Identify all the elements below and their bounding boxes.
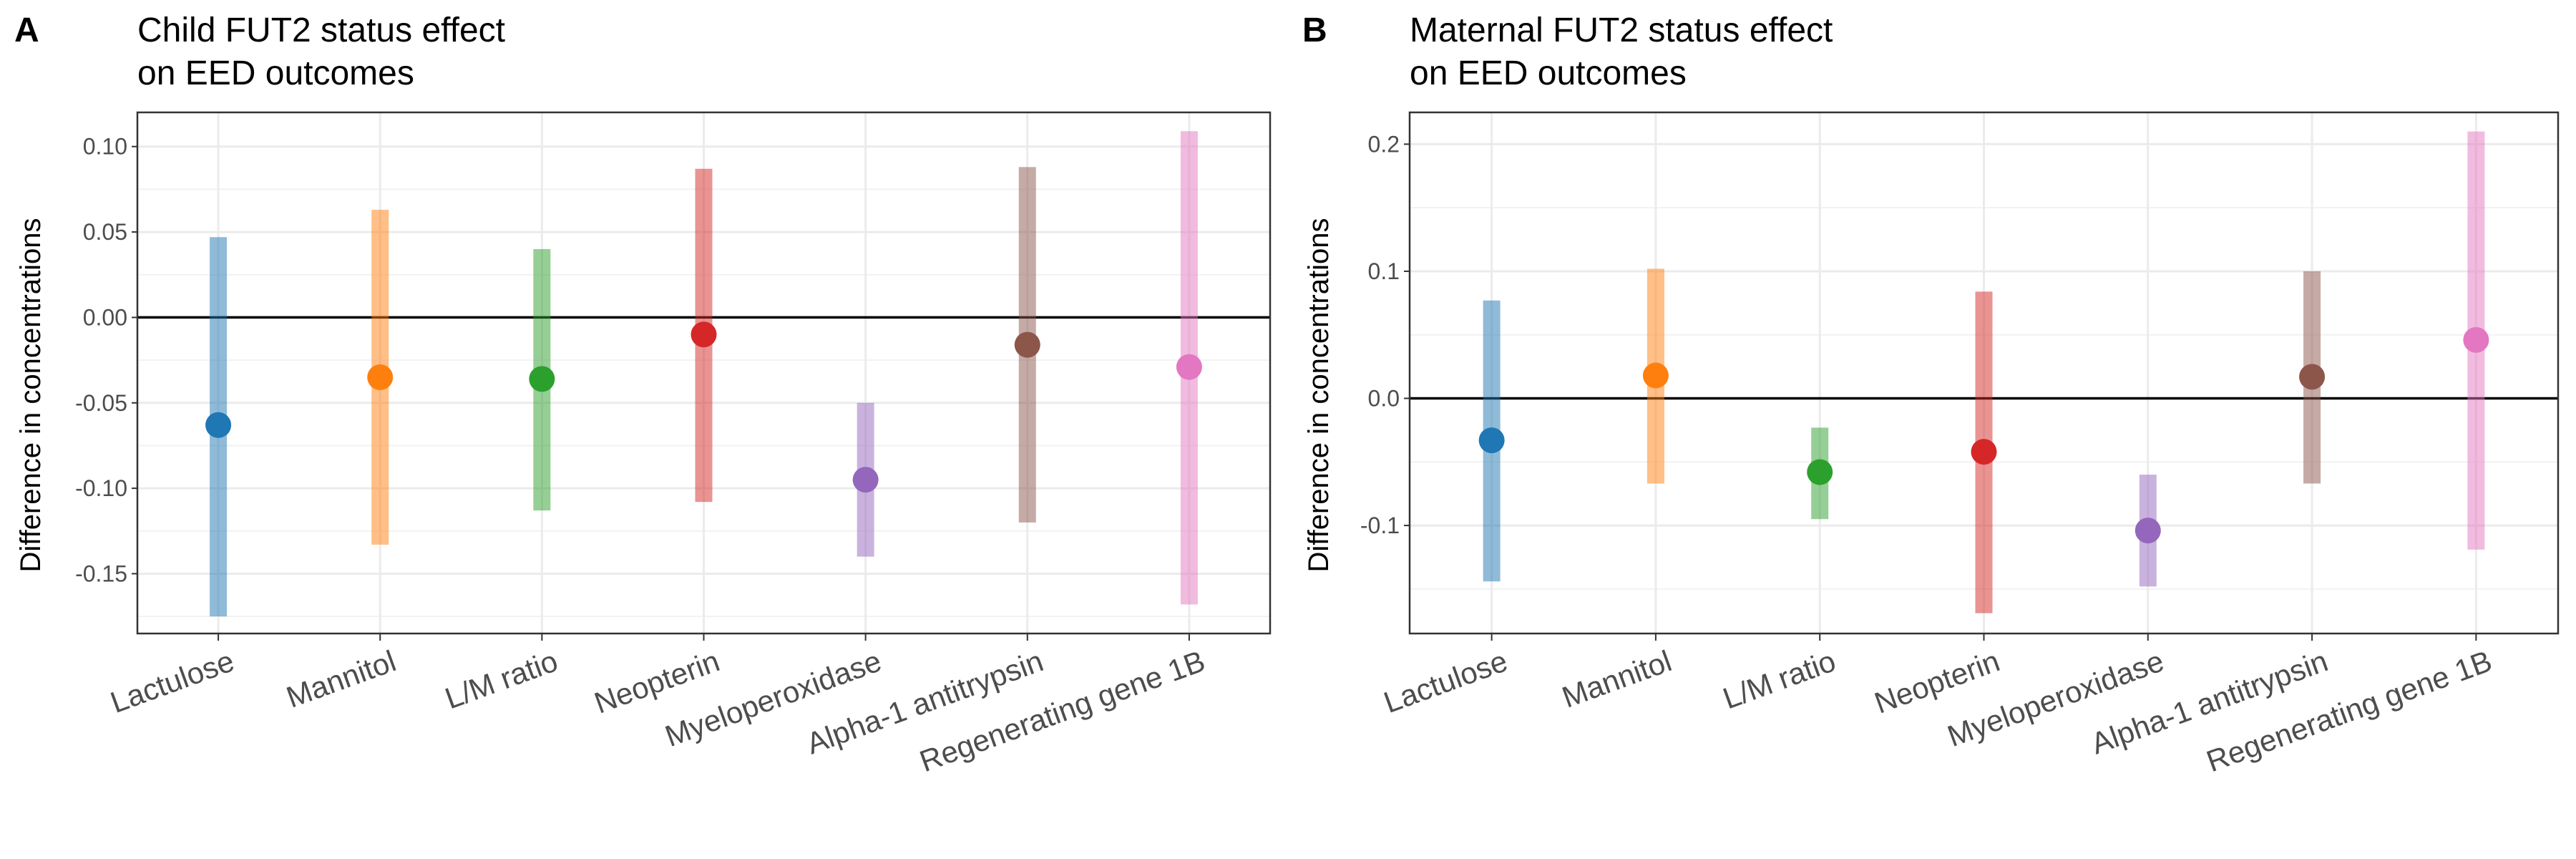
panel-a-estimate-point-2 [367,364,394,390]
panel-b-label: B [1302,11,1327,49]
panel-a-estimate-point-7 [1176,354,1202,380]
panel-a-estimate-point-3 [529,366,555,392]
panel-a-estimate-point-6 [1014,331,1040,358]
panel-a-y-tick-label: -0.15 [75,560,127,586]
panel-a-title-line-2: on EED outcomes [137,54,414,92]
panel-b-estimate-point-2 [1642,362,1669,389]
panel-a-y-tick-label: 0.10 [83,134,127,160]
panel-a-estimate-point-4 [691,321,717,348]
panel-b-estimate-point-3 [1807,459,1833,485]
panel-a-y-tick-label: 0.05 [83,219,127,245]
panel-a-y-tick-label: -0.10 [75,475,127,501]
panel-a-estimate-point-1 [205,412,232,438]
panel-b-estimate-point-1 [1478,427,1505,454]
panel-b-y-tick-label: 0.1 [1368,258,1400,284]
panel-b-estimate-point-4 [1971,439,1997,465]
panel-a-y-tick-label: 0.00 [83,304,127,330]
panel-b-y-tick-label: 0.2 [1368,131,1400,157]
panel-a-title-line-1: Child FUT2 status effect [137,11,505,49]
panel-b-estimate-point-6 [2299,364,2326,390]
panel-a-estimate-point-5 [852,467,879,493]
panel-a-y-tick-label: -0.05 [75,390,127,416]
panel-b-title-line-2: on EED outcomes [1410,54,1687,92]
panel-a-label: A [14,11,39,49]
panel-b-y-axis-title: Difference in concentrations [1303,218,1335,572]
panel-b-y-tick-label: 0.0 [1368,386,1400,412]
panel-b-title-line-1: Maternal FUT2 status effect [1410,11,1833,49]
panel-b-estimate-point-5 [2135,518,2161,544]
panel-b-estimate-point-7 [2463,326,2489,353]
panel-a-y-axis-title: Difference in concentrations [15,218,47,572]
panel-b-y-tick-label: -0.1 [1360,513,1400,538]
